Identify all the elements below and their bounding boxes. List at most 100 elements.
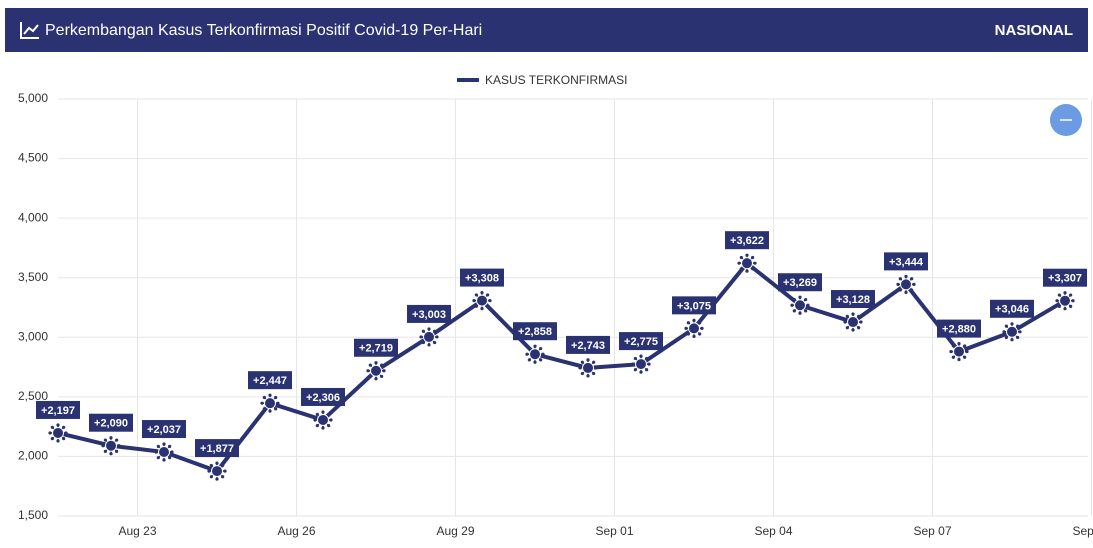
- marker-spike-tip: [262, 395, 266, 400]
- zoom-button[interactable]: [1050, 104, 1082, 136]
- value-label: +3,003: [412, 309, 446, 321]
- marker-spike-tip: [64, 431, 68, 435]
- marker-spike-tip: [274, 395, 278, 400]
- header-region: NASIONAL: [995, 22, 1073, 39]
- virus-marker: [843, 312, 863, 332]
- marker-body: [370, 364, 382, 377]
- value-label: +2,880: [942, 323, 976, 335]
- marker-spike-tip: [857, 326, 861, 330]
- marker-spike-tip: [692, 318, 696, 322]
- marker-spike-tip: [221, 463, 225, 468]
- value-label-box: [142, 420, 186, 439]
- marker-spike-tip: [845, 314, 849, 318]
- marker-body: [953, 345, 965, 358]
- value-label: +3,444: [889, 256, 924, 268]
- marker-spike-tip: [745, 253, 749, 257]
- marker-spike-tip: [117, 444, 121, 448]
- marker-spike-tip: [798, 295, 802, 299]
- marker-spike-tip: [262, 407, 266, 411]
- marker-body: [688, 322, 700, 335]
- virus-marker: [154, 442, 174, 462]
- marker-spike-tip: [374, 361, 378, 365]
- marker-spike-tip: [1069, 293, 1073, 297]
- value-label: +3,269: [783, 277, 817, 289]
- value-label-box: [513, 322, 557, 341]
- marker-spike-tip: [103, 449, 107, 453]
- virus-marker: [949, 341, 969, 362]
- x-tick-label: Aug 23: [118, 524, 156, 538]
- marker-spike-tip: [692, 334, 696, 338]
- marker-spike-tip: [327, 412, 331, 416]
- marker-spike-tip: [843, 320, 847, 324]
- marker-spike-tip: [268, 393, 272, 397]
- marker-spike-tip: [1010, 338, 1014, 342]
- marker-spike-tip: [321, 410, 325, 414]
- marker-spike-tip: [633, 368, 637, 372]
- marker-spike-tip: [645, 356, 649, 361]
- marker-spike-tip: [48, 431, 52, 435]
- marker-spike-tip: [472, 298, 476, 303]
- value-label: +3,046: [995, 304, 1029, 316]
- value-label: +3,308: [465, 272, 499, 284]
- value-label: +2,306: [306, 392, 340, 404]
- marker-spike-tip: [162, 458, 166, 462]
- marker-spike-tip: [527, 346, 531, 351]
- marker-spike-tip: [1069, 304, 1073, 308]
- marker-spike-tip: [1018, 330, 1022, 334]
- value-label-box: [1043, 268, 1087, 287]
- virus-marker: [366, 361, 386, 381]
- virus-marker: [525, 344, 545, 364]
- marker-spike-tip: [168, 456, 172, 460]
- marker-spike-tip: [62, 425, 66, 429]
- virus-marker: [737, 253, 757, 273]
- marker-spike-tip: [859, 320, 863, 324]
- marker-spike-tip: [209, 475, 213, 479]
- virus-marker: [472, 290, 492, 311]
- virus-marker: [1055, 291, 1075, 311]
- virus-marker: [631, 354, 651, 374]
- marker-spike-tip: [898, 277, 902, 281]
- marker-spike-tip: [1055, 299, 1059, 303]
- marker-spike-tip: [910, 277, 914, 281]
- marker-spike-tip: [170, 450, 174, 454]
- marker-spike-tip: [427, 327, 431, 331]
- marker-spike-tip: [857, 314, 861, 318]
- marker-spike-tip: [1057, 304, 1061, 308]
- marker-spike-tip: [480, 306, 484, 311]
- marker-spike-tip: [215, 461, 219, 465]
- marker-spike-tip: [474, 304, 478, 308]
- marker-spike-tip: [633, 356, 637, 361]
- marker-spike-tip: [804, 309, 808, 313]
- marker-spike-tip: [433, 340, 437, 345]
- marker-spike-tip: [486, 304, 490, 308]
- value-label: +2,775: [624, 336, 658, 348]
- marker-spike-tip: [737, 261, 741, 265]
- marker-spike-tip: [686, 332, 690, 336]
- labels: +2,197 +2,090 +2,037 +1,877 +2,447 +2,306 +2,7…: [36, 231, 1087, 458]
- marker-spike-tip: [313, 418, 317, 422]
- marker-spike-tip: [1010, 322, 1014, 326]
- marker-spike-tip: [541, 352, 545, 356]
- y-tick-label: 4,000: [18, 210, 48, 224]
- marker-spike-tip: [380, 374, 384, 379]
- marker-spike-tip: [103, 438, 107, 442]
- marker-spike-tip: [315, 412, 319, 416]
- marker-spike-tip: [368, 374, 372, 379]
- marker-body: [582, 361, 594, 374]
- value-label-box: [778, 273, 822, 292]
- marker-spike-tip: [207, 469, 211, 473]
- marker-spike-tip: [951, 355, 955, 359]
- virus-marker: [207, 461, 227, 481]
- marker-spike-tip: [1063, 291, 1067, 295]
- marker-spike-tip: [753, 261, 757, 265]
- value-label-box: [566, 335, 610, 354]
- marker-spike-tip: [684, 326, 688, 330]
- marker-spike-tip: [427, 343, 431, 347]
- value-label-box: [884, 252, 928, 271]
- value-label-box: [460, 268, 504, 287]
- marker-spike-tip: [898, 288, 902, 292]
- marker-body: [158, 446, 170, 459]
- marker-spike-tip: [221, 475, 225, 479]
- marker-spike-tip: [488, 298, 492, 303]
